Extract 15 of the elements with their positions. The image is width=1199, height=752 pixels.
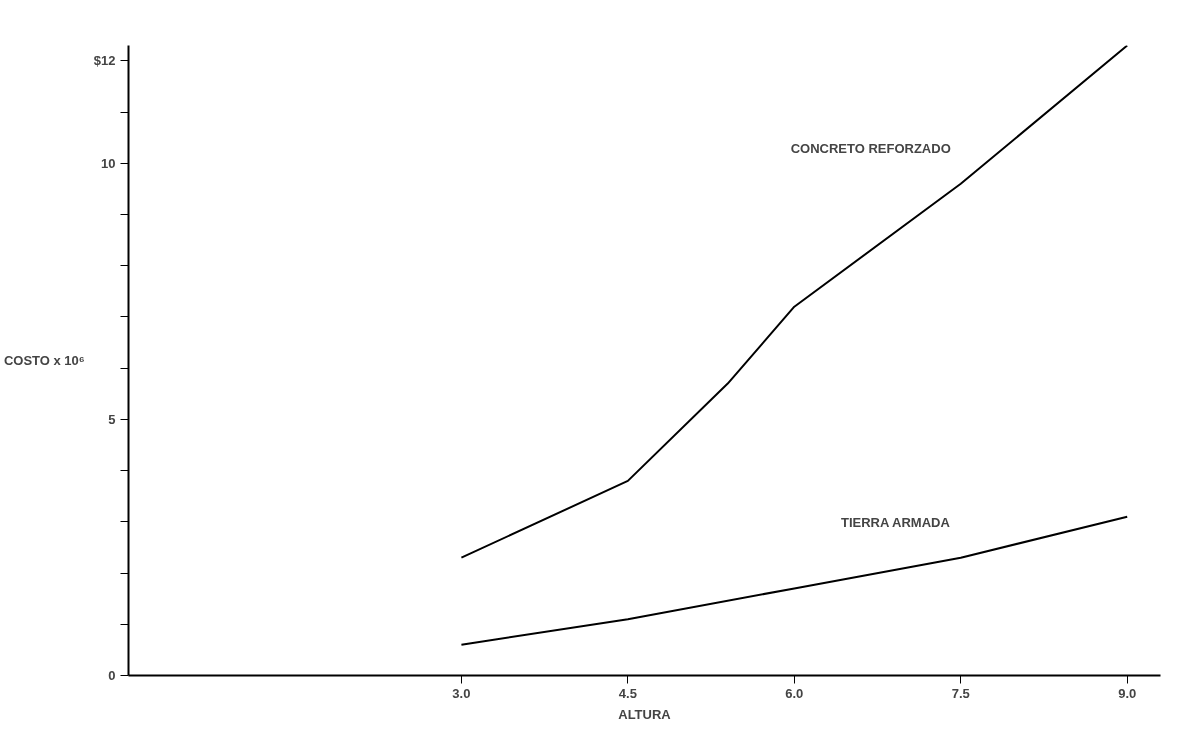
y-tick-label: 10 xyxy=(101,155,116,171)
y-tick-label: 5 xyxy=(108,411,116,427)
x-tick-label: 6.0 xyxy=(785,685,804,701)
x-tick-label: 9.0 xyxy=(1118,685,1137,701)
line-series xyxy=(460,45,1129,559)
y-axis-title: COSTO x 10⁶ xyxy=(3,353,85,368)
x-axis-title: ALTURA xyxy=(618,706,672,722)
x-tick-label: 3.0 xyxy=(452,685,471,701)
y-tick-label: $12 xyxy=(93,53,116,69)
x-tick-label: 4.5 xyxy=(618,685,637,701)
text: CONCRETO REFORZADO xyxy=(790,140,951,156)
line-series xyxy=(460,515,1129,646)
y-tick-label: 0 xyxy=(108,668,116,683)
x-tick-label: 7.5 xyxy=(951,685,970,701)
text: TIERRA ARMADA xyxy=(840,514,951,530)
